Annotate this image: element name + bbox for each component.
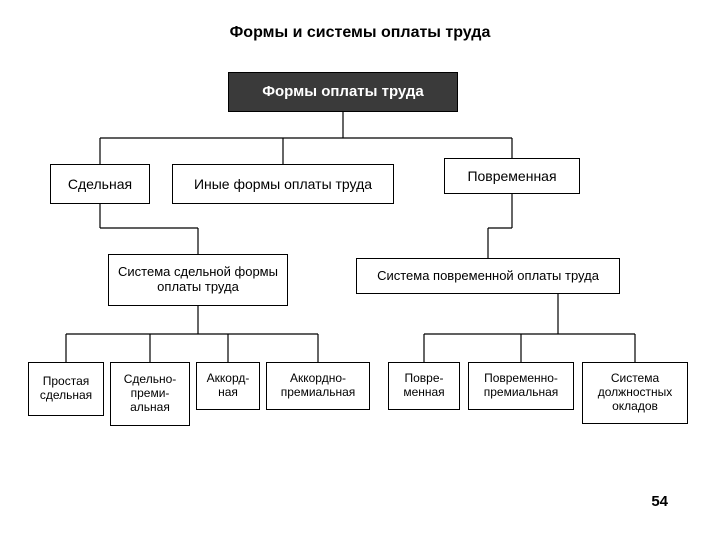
node-leaf-povrem: Повре-менная <box>388 362 460 410</box>
node-sys-sdel: Система сдельной формы оплаты труда <box>108 254 288 306</box>
node-root: Формы оплаты труда <box>228 72 458 112</box>
node-label: Система сдельной формы оплаты труда <box>113 265 283 295</box>
node-label: Система должностных окладов <box>587 372 683 413</box>
node-sys-povr: Система повременной оплаты труда <box>356 258 620 294</box>
node-label: Повременно-премиальная <box>473 372 569 400</box>
node-leaf-akkprem: Аккордно-премиальная <box>266 362 370 410</box>
node-label: Иные формы оплаты труда <box>194 176 372 192</box>
node-leaf-akkord: Аккорд-ная <box>196 362 260 410</box>
node-label: Аккордно-премиальная <box>271 372 365 400</box>
node-label: Аккорд-ная <box>201 372 255 400</box>
node-inye: Иные формы оплаты труда <box>172 164 394 204</box>
node-label: Повременная <box>467 168 556 184</box>
page-title: Формы и системы оплаты труда <box>0 24 720 42</box>
node-label: Формы оплаты труда <box>262 83 424 100</box>
node-leaf-oklad: Система должностных окладов <box>582 362 688 424</box>
diagram-canvas: Формы и системы оплаты труда Формы оплат… <box>0 0 720 540</box>
node-sdelnaya: Сдельная <box>50 164 150 204</box>
page-number: 54 <box>651 493 668 510</box>
node-leaf-povrprem: Повременно-премиальная <box>468 362 574 410</box>
node-label: Повре-менная <box>393 372 455 400</box>
node-leaf-sdelprem: Сдельно-преми-альная <box>110 362 190 426</box>
node-label: Сдельная <box>68 176 132 192</box>
node-label: Сдельно-преми-альная <box>115 373 185 414</box>
node-povremennaya: Повременная <box>444 158 580 194</box>
node-label: Система повременной оплаты труда <box>377 269 599 284</box>
node-label: Простая сдельная <box>33 375 99 403</box>
node-leaf-prostaya: Простая сдельная <box>28 362 104 416</box>
